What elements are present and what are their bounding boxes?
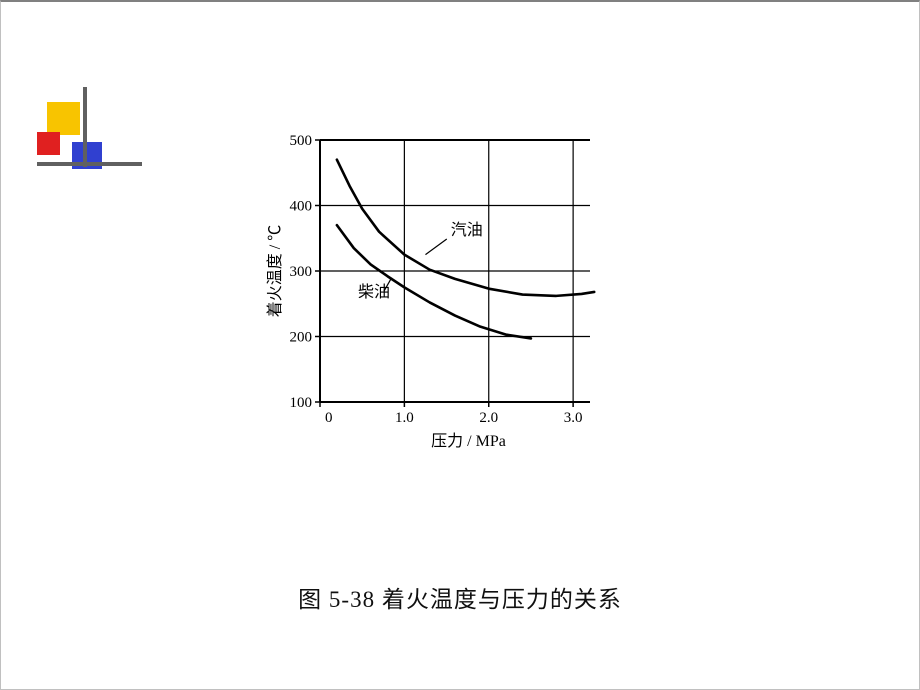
svg-text:200: 200 — [290, 330, 313, 346]
svg-text:1.0: 1.0 — [395, 410, 414, 426]
figure-caption: 图 5-38 着火温度与压力的关系 — [0, 580, 920, 614]
logo-horizontal-line — [37, 162, 142, 166]
svg-text:100: 100 — [290, 395, 313, 411]
ignition-temp-vs-pressure-chart: 100 200 300 400 500 0 1.0 2.0 3.0 压力 / MPa 着火温度 / … — [265, 130, 625, 470]
svg-text:压力 / MPa: 压力 / MPa — [431, 432, 506, 450]
svg-text:3.0: 3.0 — [564, 410, 583, 426]
svg-text:300: 300 — [290, 264, 313, 280]
slide-logo — [37, 87, 137, 187]
logo-yellow-square — [47, 102, 80, 135]
svg-text:着火温度 / ℃: 着火温度 / ℃ — [266, 225, 284, 317]
svg-text:0: 0 — [325, 410, 333, 426]
svg-text:柴油: 柴油 — [358, 283, 390, 301]
logo-vertical-line — [83, 87, 87, 167]
logo-red-square — [37, 132, 60, 155]
svg-text:2.0: 2.0 — [479, 410, 498, 426]
svg-text:汽油: 汽油 — [451, 221, 483, 239]
chart-svg: 100 200 300 400 500 0 1.0 2.0 3.0 压力 / MPa 着火温度 / … — [265, 130, 625, 470]
svg-text:500: 500 — [290, 133, 313, 149]
svg-text:400: 400 — [290, 199, 313, 215]
